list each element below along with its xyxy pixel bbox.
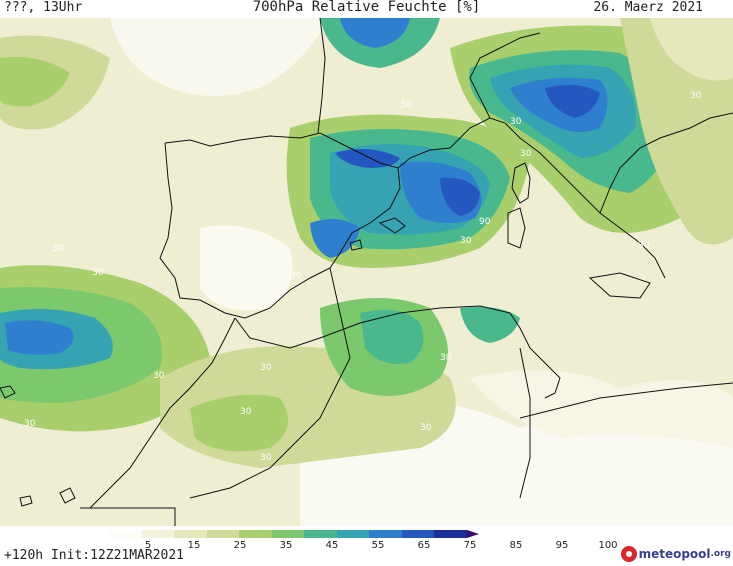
tick-label: 100 [598, 540, 618, 551]
contour-label: 30 [520, 149, 532, 159]
contour-label: 30 [24, 419, 36, 429]
tick-label: 15 [187, 540, 201, 551]
meteopool-logo[interactable]: meteopool .org [620, 546, 731, 562]
contour-label: 30 [153, 371, 165, 381]
contour-label: 90 [479, 217, 491, 227]
contour-label: 30 [260, 363, 272, 373]
contour-label: 30 [690, 91, 702, 101]
color-scale [109, 530, 479, 538]
contour-label: 30 [510, 117, 522, 127]
logo-name: meteopool [638, 547, 711, 561]
contour-label: 30 [240, 407, 252, 417]
contour-label: 30 [440, 353, 452, 363]
tick-label: 35 [279, 540, 293, 551]
header-bar: ???, 13Uhr 700hPa Relative Feuchte [%] 2… [0, 0, 733, 18]
tick-label: 45 [325, 540, 339, 551]
legend: 5 15 25 35 45 55 65 75 85 95 100 +120h I… [0, 526, 733, 566]
logo-tld: .org [710, 549, 731, 559]
color-scale-segment [336, 530, 369, 538]
contour-label: 30 [290, 271, 302, 281]
contour-label: 30 [460, 236, 472, 246]
color-scale-segment [271, 530, 304, 538]
contour-label: 30 [400, 100, 412, 110]
color-scale-segment [369, 530, 402, 538]
contour-label: 30 [420, 423, 432, 433]
forecast-date: 26. Maerz 2021 [593, 0, 703, 15]
humidity-map: 30 30 30 90 30 30 30 30 30 30 30 30 30 3… [0, 18, 733, 526]
tick-label: 25 [233, 540, 247, 551]
tick-label: 85 [509, 540, 523, 551]
color-scale-segment [401, 530, 434, 538]
color-scale-ticks: 5 15 25 35 45 55 65 75 85 95 100 [0, 540, 733, 552]
contour-label: 30 [92, 268, 104, 278]
location-time: ???, 13Uhr [4, 0, 83, 15]
color-scale-arrow [466, 530, 479, 538]
tick-label: 95 [555, 540, 569, 551]
logo-icon [620, 546, 637, 562]
color-scale-segment [174, 530, 207, 538]
color-scale-segment [434, 530, 467, 538]
color-scale-segment [239, 530, 272, 538]
color-scale-segment [141, 530, 174, 538]
tick-label: 55 [371, 540, 385, 551]
contour-label: 30 [52, 244, 64, 254]
tick-label: 75 [463, 540, 477, 551]
color-scale-segment [206, 530, 239, 538]
color-scale-segment [304, 530, 337, 538]
tick-label: 5 [144, 540, 152, 551]
contour-label: 30 [638, 241, 650, 251]
tick-label: 65 [417, 540, 431, 551]
color-scale-segment [109, 530, 142, 538]
contour-label: 30 [260, 453, 272, 463]
run-info: +120h Init:12Z21MAR2021 [4, 548, 185, 563]
map-title: 700hPa Relative Feuchte [%] [252, 0, 481, 15]
